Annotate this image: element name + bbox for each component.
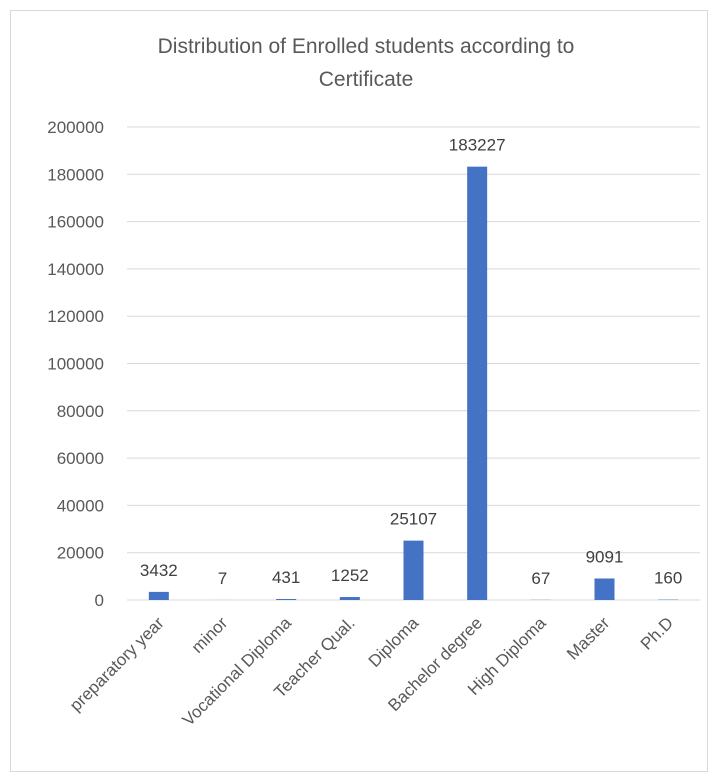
y-tick-label: 200000 <box>47 118 104 137</box>
bar <box>403 540 424 600</box>
data-label: 1252 <box>331 566 369 585</box>
bar <box>276 598 297 600</box>
y-tick-label: 160000 <box>47 213 104 232</box>
y-tick-label: 180000 <box>47 165 104 184</box>
y-tick-label: 0 <box>95 591 104 610</box>
data-label: 7 <box>218 569 227 588</box>
data-label: 183227 <box>449 136 506 155</box>
data-label: 67 <box>531 569 550 588</box>
data-label: 9091 <box>586 547 624 566</box>
x-tick-label: preparatory year <box>66 613 168 715</box>
bars <box>148 166 679 600</box>
bar <box>148 591 169 600</box>
gridlines <box>127 126 700 601</box>
data-label: 25107 <box>390 510 437 529</box>
bar <box>594 578 615 600</box>
x-tick-label: Master <box>563 613 613 663</box>
y-tick-label: 40000 <box>57 496 104 515</box>
y-tick-label: 20000 <box>57 544 104 563</box>
data-labels: 3432 7 431 1252 25107 183227 67 9091 160 <box>140 136 682 588</box>
chart-title-line-2: Certificate <box>319 68 414 91</box>
x-tick-label: Vocational Diploma <box>179 613 296 730</box>
chart-frame <box>10 10 708 772</box>
y-tick-label: 60000 <box>57 449 104 468</box>
chart-title-line-1: Distribution of Enrolled students accord… <box>158 35 575 58</box>
bar <box>339 597 360 600</box>
y-axis: 0 20000 40000 60000 80000 100000 120000 140000 1… <box>47 118 104 610</box>
data-label: 431 <box>272 568 300 587</box>
x-tick-label: minor <box>188 613 232 657</box>
y-tick-label: 120000 <box>47 307 104 326</box>
data-label: 3432 <box>140 561 178 580</box>
data-label: 160 <box>654 569 682 588</box>
x-tick-label: Diploma <box>365 613 423 671</box>
bar <box>467 166 488 600</box>
x-tick-label: Ph.D <box>637 613 677 653</box>
y-tick-label: 80000 <box>57 402 104 421</box>
y-tick-label: 140000 <box>47 260 104 279</box>
y-tick-label: 100000 <box>47 355 104 374</box>
